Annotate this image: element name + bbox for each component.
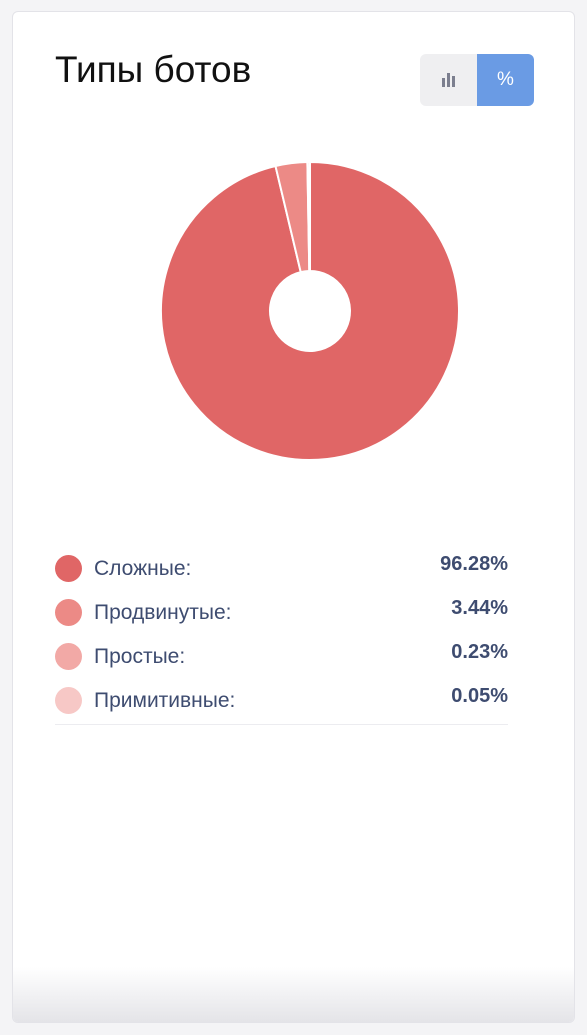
pie-slice-1[interactable]	[160, 161, 460, 461]
legend-swatch	[55, 599, 82, 626]
legend-label: Сложные:	[94, 557, 192, 580]
bar-chart-icon	[442, 73, 455, 87]
chart-legend: Сложные: 96.28% Продвинутые: 3.44% Прост…	[55, 548, 508, 725]
legend-value: 0.05%	[451, 685, 508, 707]
donut-chart	[160, 161, 460, 461]
legend-label: Простые:	[94, 645, 186, 668]
card-title: Типы ботов	[55, 49, 252, 90]
bottom-fade	[13, 967, 574, 1022]
legend-value: 3.44%	[451, 597, 508, 619]
legend-value: 96.28%	[440, 553, 508, 575]
legend-item: Сложные: 96.28%	[55, 548, 508, 592]
bar-view-button[interactable]	[420, 54, 477, 106]
view-toggle: %	[420, 54, 534, 106]
legend-value: 0.23%	[451, 641, 508, 663]
legend-label: Примитивные:	[94, 689, 236, 712]
legend-swatch	[55, 643, 82, 670]
legend-label: Продвинутые:	[94, 601, 232, 624]
bot-types-card: Типы ботов % Сложные: 96.28% Продвинутые…	[12, 11, 575, 1023]
legend-swatch	[55, 687, 82, 714]
legend-item: Простые: 0.23%	[55, 636, 508, 680]
legend-swatch	[55, 555, 82, 582]
legend-item: Продвинутые: 3.44%	[55, 592, 508, 636]
percent-view-button[interactable]: %	[477, 54, 534, 106]
legend-item: Примитивные: 0.05%	[55, 680, 508, 724]
